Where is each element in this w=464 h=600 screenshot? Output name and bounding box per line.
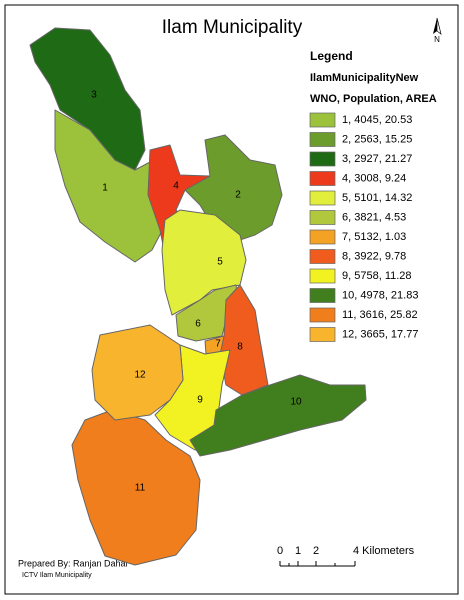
ward-label: 3 — [91, 90, 97, 101]
ward-label: 12 — [134, 370, 146, 381]
legend-swatch — [309, 307, 336, 323]
legend-swatch — [309, 210, 336, 225]
legend-entry: 12, 3665, 17.77 — [342, 328, 418, 340]
credit-org: ICTV Ilam Municipality — [22, 572, 92, 579]
legend-entry: 4, 3008, 9.24 — [342, 172, 406, 184]
map-title: Ilam Municipality — [162, 17, 303, 38]
ward-label: 9 — [197, 395, 203, 406]
ward-label: 8 — [237, 342, 243, 353]
legend-swatch — [309, 268, 336, 284]
scale-label: 0 — [277, 545, 283, 557]
ward-area — [189, 374, 367, 457]
ward-label: 10 — [290, 397, 302, 408]
ward-label: 5 — [217, 257, 223, 268]
scale-bar — [279, 561, 356, 567]
legend-entry: 2, 2563, 15.25 — [342, 133, 412, 145]
ward-label: 11 — [135, 483, 146, 494]
ward-area — [91, 324, 184, 421]
legend-entry: 5, 5101, 14.32 — [342, 192, 412, 204]
ward-area — [71, 409, 201, 566]
legend-entry: 8, 3922, 9.78 — [342, 250, 406, 262]
north-label: N — [434, 35, 440, 44]
legend-entry: 11, 3616, 25.82 — [342, 309, 418, 321]
north-arrow — [433, 17, 442, 35]
legend-swatch — [309, 151, 336, 167]
legend-swatch — [309, 112, 336, 128]
legend-swatch — [309, 132, 336, 147]
legend-fields: WNO, Population, AREA — [310, 93, 437, 105]
legend-swatch — [309, 288, 336, 303]
legend-swatch — [309, 171, 336, 186]
ward-label: 4 — [173, 181, 179, 192]
legend-title: Legend — [310, 49, 353, 63]
legend-entry: 7, 5132, 1.03 — [342, 231, 406, 243]
legend-entry: 6, 3821, 4.53 — [342, 211, 406, 223]
credit-author: Prepared By: Ranjan Dahal — [18, 558, 128, 568]
ward-area — [29, 27, 146, 171]
scale-label: 1 — [295, 545, 301, 557]
scale-label: 2 — [313, 545, 319, 557]
legend-swatch — [309, 229, 336, 245]
ward-label: 2 — [235, 190, 241, 201]
legend-swatch — [309, 190, 336, 206]
ward-label: 7 — [215, 339, 221, 350]
ward-label: 1 — [102, 183, 108, 194]
legend-entry: 1, 4045, 20.53 — [342, 114, 412, 126]
legend-layer: IlamMunicipalityNew — [310, 72, 419, 84]
legend-swatch — [309, 327, 336, 342]
scale-label: 4 Kilometers — [353, 545, 415, 557]
legend-entry: 9, 5758, 11.28 — [342, 270, 412, 282]
legend-entry: 3, 2927, 21.27 — [342, 153, 412, 165]
ward-label: 6 — [195, 319, 201, 330]
legend-entry: 10, 4978, 21.83 — [342, 289, 418, 301]
legend-swatch — [309, 249, 336, 264]
